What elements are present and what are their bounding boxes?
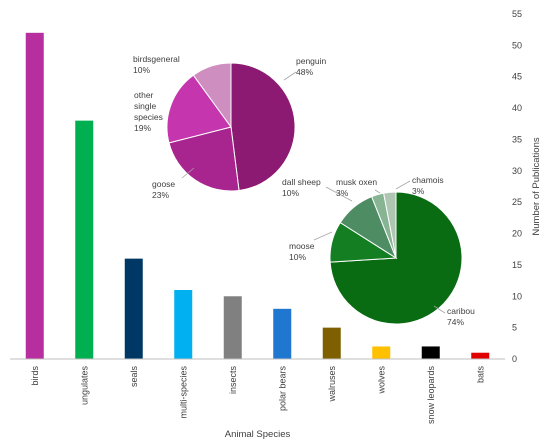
bar-seals	[124, 258, 143, 359]
bar-ungulates	[75, 120, 94, 360]
y-tick-label-50: 50	[512, 40, 522, 50]
x-tick-label-seals: seals	[129, 366, 139, 388]
y-tick-label-30: 30	[512, 166, 522, 176]
pie-slice-penguin	[230, 62, 296, 192]
bar-bats	[471, 352, 490, 359]
pie-label-chamois: chamois 3%	[412, 175, 444, 196]
leader-line-goose	[181, 167, 195, 179]
x-tick-label-birds: birds	[30, 366, 40, 386]
pie-label-penguin: penguin 48%	[296, 56, 327, 77]
bar-series	[25, 32, 490, 360]
leader-line-moose	[313, 231, 333, 241]
pie-label-other-single-species: other single species 19%	[134, 90, 163, 133]
x-tick-label-ungulates: ungulates	[79, 366, 89, 406]
y-tick-label-0: 0	[512, 354, 517, 364]
y-tick-label-10: 10	[512, 291, 522, 301]
x-tick-label-snow-leopards: snow leopards	[426, 366, 436, 425]
leader-line-dall-sheep	[325, 186, 353, 202]
y-tick-label-15: 15	[512, 260, 522, 270]
x-tick-label-bats: bats	[475, 366, 485, 384]
pie-label-musk-oxen: musk oxen 3%	[336, 177, 377, 198]
bar-multi-species	[174, 290, 193, 359]
x-tick-label-multi-species: multi-species	[178, 366, 188, 419]
leader-line-caribou	[433, 305, 446, 314]
x-tick-label-walruses: walruses	[327, 366, 337, 403]
x-tick-label-wolves: wolves	[376, 366, 386, 395]
y-tick-label-55: 55	[512, 9, 522, 19]
x-axis-title: Animal Species	[225, 429, 291, 440]
pie-label-caribou: caribou 74%	[447, 306, 475, 327]
bar-insects	[223, 296, 242, 359]
y-tick-label-25: 25	[512, 197, 522, 207]
leader-line-chamois	[395, 180, 411, 190]
pie-label-goose: goose 23%	[152, 179, 175, 200]
x-axis-tick-labels: birds ungulates seals multi-species insects p…	[30, 366, 486, 425]
bar-polar-bears	[273, 308, 292, 359]
leader-line-musk-oxen	[374, 189, 381, 194]
y-tick-label-35: 35	[512, 134, 522, 144]
y-tick-label-20: 20	[512, 229, 522, 239]
y-axis-title: Number of Publications	[531, 137, 542, 235]
y-axis-tick-labels: 0 5 10 15 20 25 30 35 40 45 50 55	[512, 9, 522, 364]
x-tick-label-polar-bears: polar bears	[277, 366, 287, 412]
pie-label-dall-sheep: dall sheep 10%	[282, 177, 321, 198]
bar-walruses	[322, 327, 341, 359]
ungulates-pie-chart: caribou 74% moose 10% dall sheep 10% musk oxen…	[282, 175, 475, 327]
pie-label-birdsgeneral: birdsgeneral 10%	[133, 54, 180, 75]
pie-label-moose: moose 10%	[289, 241, 315, 262]
pie-slice-goose	[168, 126, 240, 192]
bar-snow-leopards	[421, 346, 440, 359]
bar-wolves	[372, 346, 391, 359]
pie-slice-other-single-species	[166, 74, 232, 144]
y-tick-label-40: 40	[512, 103, 522, 113]
y-tick-label-45: 45	[512, 72, 522, 82]
bar-birds	[25, 32, 44, 360]
birds-pie-chart: penguin 48% goose 23% other single species 19% b…	[133, 54, 327, 200]
leader-line-penguin	[283, 71, 297, 81]
pie-slice-chamois	[383, 191, 397, 259]
pie-slice-birdsgeneral	[192, 62, 232, 129]
y-tick-label-5: 5	[512, 323, 517, 333]
x-tick-label-insects: insects	[228, 366, 238, 395]
